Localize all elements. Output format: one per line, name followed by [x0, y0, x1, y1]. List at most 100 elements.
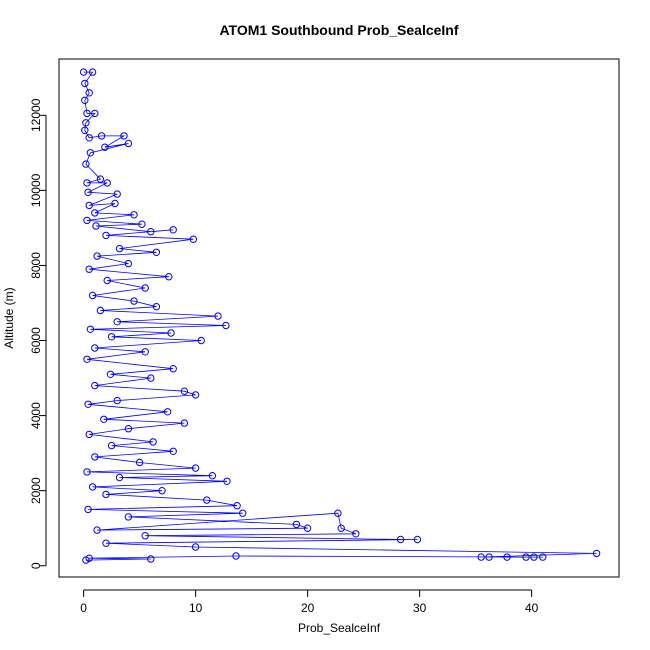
data-point [88, 291, 97, 300]
series-layer [79, 68, 601, 564]
y-axis-label: Altitude (m) [2, 287, 16, 348]
data-point [96, 306, 105, 315]
data-point [208, 472, 217, 480]
data-point [169, 226, 177, 234]
data-point [115, 473, 124, 482]
data-point [352, 530, 360, 538]
data-point [85, 201, 93, 210]
series-line [83, 71, 597, 561]
data-point [88, 483, 97, 491]
data-point [113, 318, 121, 326]
data-point [539, 553, 547, 561]
y-tick-label: 6000 [29, 327, 43, 354]
data-point [337, 524, 345, 532]
data-point [82, 160, 90, 168]
x-tick-label: 20 [301, 601, 315, 615]
data-point [82, 119, 90, 127]
data-point [82, 556, 90, 564]
data-point [83, 109, 91, 118]
data-point [124, 139, 133, 148]
data-point [149, 438, 157, 446]
data-point [334, 509, 342, 517]
data-point [103, 276, 111, 285]
data-point [113, 190, 121, 198]
data-point [141, 532, 149, 540]
y-axis: 0 2000 4000 6000 8000 10000 12000 [29, 98, 47, 569]
data-point [91, 109, 99, 118]
data-point [84, 188, 92, 197]
data-point [113, 396, 121, 405]
data-point [88, 68, 97, 76]
data-point [130, 297, 138, 305]
data-point [169, 447, 177, 455]
data-point [191, 464, 200, 472]
data-point [84, 505, 92, 514]
data-point [165, 273, 173, 281]
data-point [102, 231, 110, 240]
data-point [180, 419, 189, 427]
data-point [138, 220, 146, 228]
chart-title: ATOM1 Southbound Prob_SealceInf [219, 22, 458, 38]
data-point [111, 199, 119, 208]
data-point [130, 211, 138, 219]
data-point [197, 336, 205, 345]
data-point [106, 370, 115, 378]
data-point [85, 134, 93, 142]
data-point [396, 535, 405, 544]
data-point [84, 400, 92, 408]
data-point [135, 458, 144, 467]
data-point [147, 555, 155, 563]
data-point [91, 453, 99, 461]
data-point [101, 143, 109, 151]
data-point [167, 329, 175, 337]
data-point [222, 321, 230, 330]
data-point [147, 374, 155, 382]
data-point [79, 68, 88, 76]
x-axis-label: Prob_SealceInf [298, 621, 381, 635]
data-point [522, 553, 530, 561]
data-point [107, 441, 116, 450]
data-point [103, 179, 111, 187]
data-point [158, 487, 166, 495]
y-tick-label: 4000 [29, 402, 43, 429]
data-point [203, 496, 211, 504]
data-point [152, 248, 161, 257]
data-point [93, 526, 101, 534]
data-point [81, 96, 89, 105]
data-point [85, 265, 93, 273]
data-point [83, 355, 91, 363]
data-point [233, 502, 241, 510]
data-point [96, 175, 105, 183]
x-tick-label: 10 [189, 601, 203, 615]
y-tick-label: 8000 [29, 252, 43, 279]
data-point [180, 387, 189, 395]
data-point [97, 132, 106, 140]
data-point [120, 132, 128, 140]
data-point [141, 284, 149, 292]
data-point [81, 79, 89, 88]
plot-area-frame [58, 58, 620, 578]
data-point [91, 381, 99, 390]
data-point [107, 333, 116, 341]
y-tick-label: 0 [29, 562, 43, 569]
data-point [191, 391, 200, 399]
data-point [102, 539, 110, 547]
data-point [91, 344, 99, 352]
data-point [232, 552, 240, 560]
data-point [85, 430, 93, 439]
x-tick-label: 40 [525, 601, 539, 615]
data-point [141, 348, 149, 356]
data-point [102, 490, 110, 499]
data-point [124, 259, 133, 268]
y-tick-label: 2000 [29, 477, 43, 504]
data-point [93, 252, 101, 260]
data-point [86, 149, 95, 157]
data-point [86, 325, 95, 333]
data-point [163, 408, 172, 416]
data-point [100, 415, 108, 423]
data-point [485, 553, 493, 561]
data-point [85, 89, 93, 97]
data-point [214, 312, 222, 320]
data-point [115, 244, 124, 253]
